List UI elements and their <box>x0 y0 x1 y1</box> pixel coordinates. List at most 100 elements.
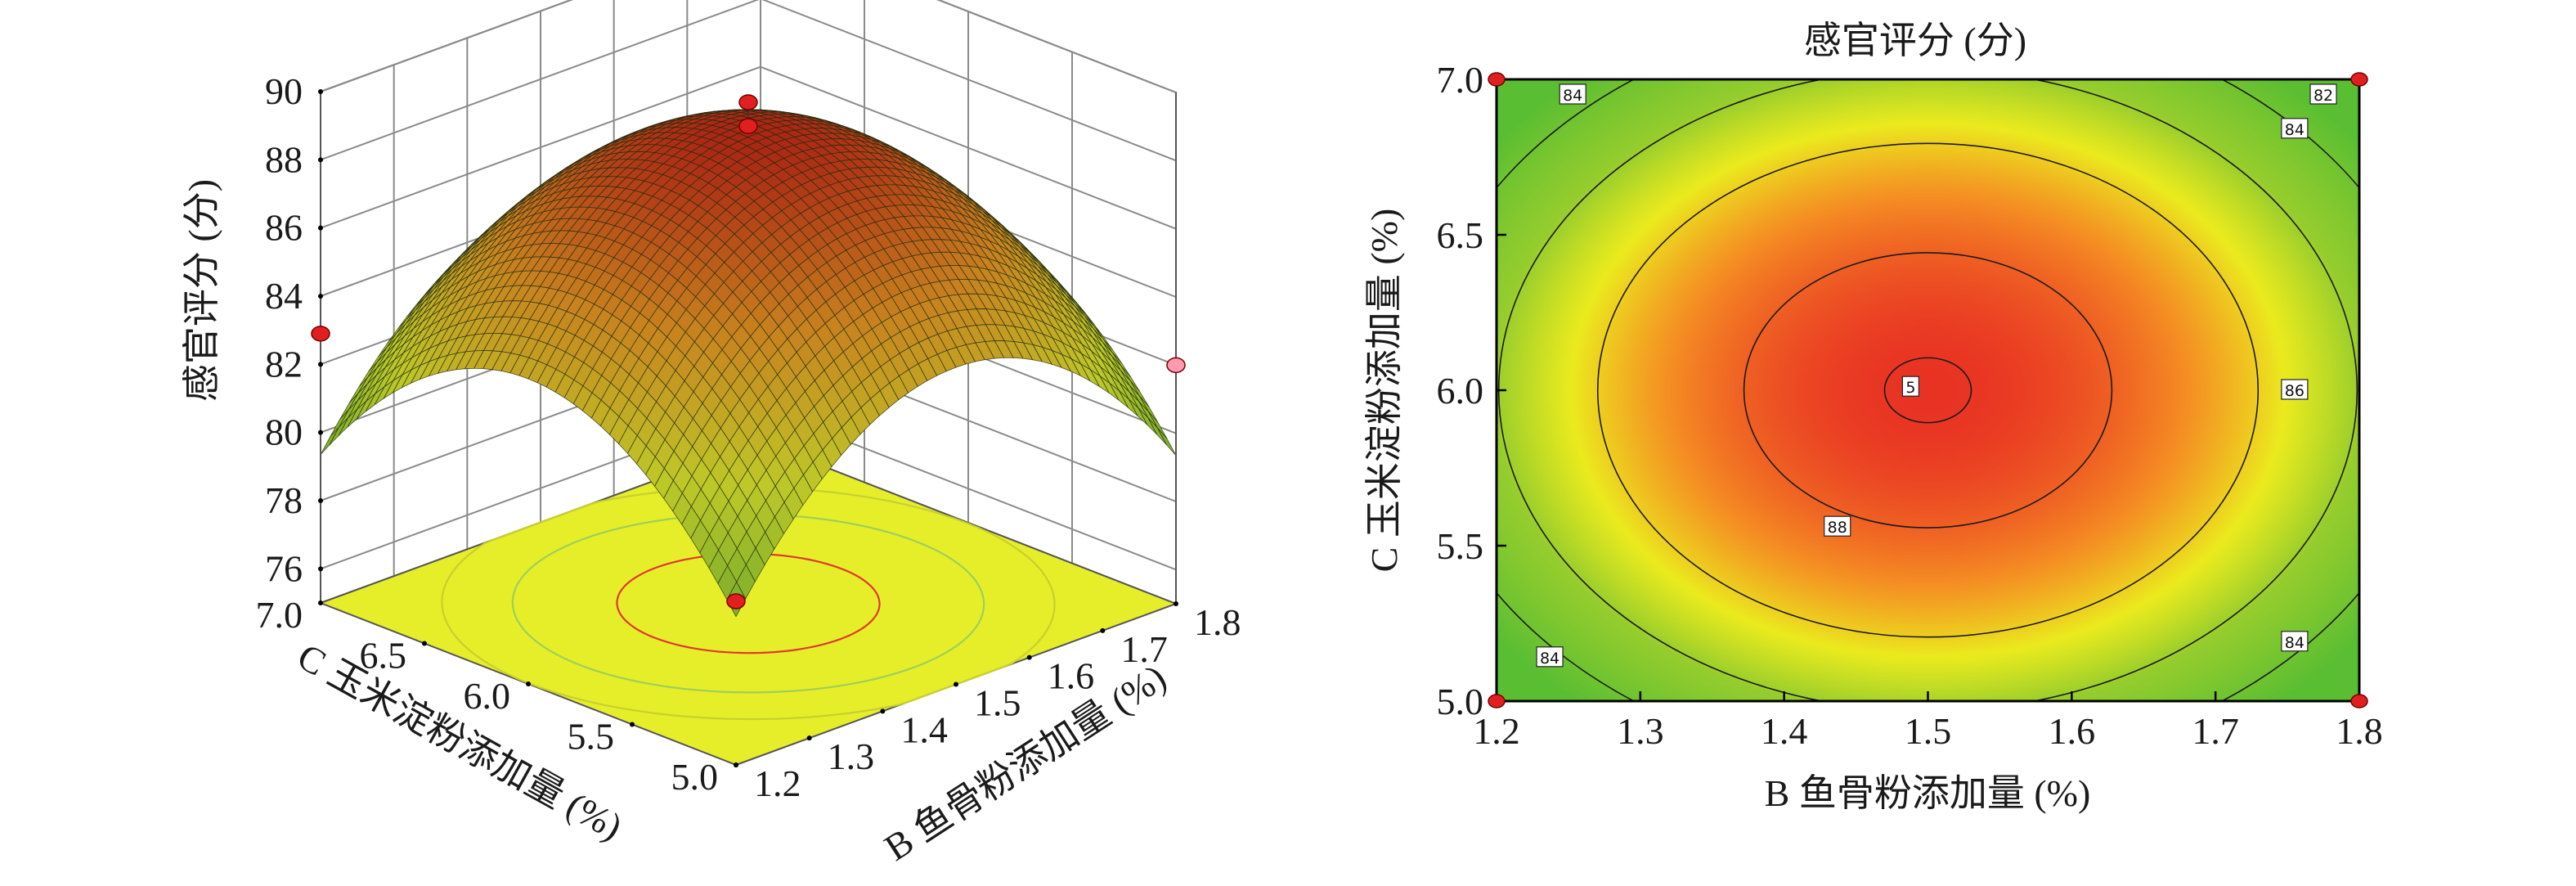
contour-label-box <box>2281 118 2309 139</box>
z-tick-mark <box>318 157 323 163</box>
design-point <box>1166 357 1186 374</box>
design-point <box>726 593 746 609</box>
x-tick-label: 1.5 <box>1905 710 1952 752</box>
contour-label-text: 5 <box>1905 379 1915 397</box>
x-tick-label: 1.4 <box>900 708 948 750</box>
design-point <box>1488 694 1506 708</box>
z-tick-label: 88 <box>265 138 303 180</box>
contour-label-text: 84 <box>1563 87 1582 105</box>
y-tick-label: 6.0 <box>1437 370 1484 412</box>
contour-line <box>1596 142 2260 638</box>
y-tick-label: 5.0 <box>671 756 719 798</box>
z-tick-mark <box>318 89 323 94</box>
y-tick-mark <box>422 641 427 646</box>
y-tick-label: 6.5 <box>1437 214 1484 256</box>
contour-label: 84 <box>1536 646 1564 668</box>
z-tick-label: 82 <box>265 343 303 385</box>
z-tick-mark <box>318 225 323 231</box>
x-tick-mark <box>806 735 812 741</box>
design-point <box>738 118 758 134</box>
contour-label-box <box>2281 379 2309 400</box>
design-points-2d <box>1488 72 2368 708</box>
contour-label: 86 <box>2281 379 2309 400</box>
x-tick-mark <box>1174 601 1178 606</box>
y-tick-mark <box>630 722 635 727</box>
z-tick-mark <box>318 430 323 435</box>
heatmap-fill <box>1497 79 2359 701</box>
x-tick-mark <box>954 681 958 687</box>
design-point <box>2350 694 2368 708</box>
contour-line <box>1743 252 2113 528</box>
x-tick-label: 1.7 <box>2192 710 2239 752</box>
x-tick-mark <box>1026 654 1032 660</box>
z-axis-label: 感官评分 (分) <box>181 179 222 402</box>
axis-ticks-2d: 1.2 1.3 1.4 1.5 1.6 1.7 1.8 5.0 5.5 6.0 6.5 7.0 <box>1437 59 2383 752</box>
x-tick-mark <box>734 762 738 767</box>
z-tick-mark <box>318 566 323 572</box>
y-tick-label: 5.5 <box>1437 525 1484 567</box>
contour-label-box <box>1824 515 1851 537</box>
design-points-3d <box>311 94 1186 609</box>
contour-label-box <box>2281 631 2309 652</box>
z-tick-label: 90 <box>265 70 303 112</box>
z-tick-mark <box>318 498 323 503</box>
contour-label-text: 82 <box>2313 87 2333 105</box>
design-point <box>311 326 330 342</box>
z-tick-label: 78 <box>265 479 303 521</box>
x-tick-label: 1.2 <box>754 762 801 804</box>
contour-label: 5 <box>1901 376 1919 397</box>
x-tick-mark <box>880 708 886 714</box>
design-point <box>2350 72 2368 87</box>
contour-label: 84 <box>1559 83 1586 105</box>
chart-title: 感官评分 (分) <box>1804 20 2026 61</box>
contour-label: 84 <box>2281 631 2309 652</box>
x-tick-label: 1.7 <box>1120 628 1168 670</box>
y-tick-label: 7.0 <box>256 594 303 636</box>
contour-label-text: 84 <box>2285 121 2304 139</box>
contour-label-box <box>1536 646 1564 668</box>
design-point <box>1488 72 1506 87</box>
front-edges <box>320 92 1177 604</box>
x-axis-label: B 鱼骨粉添加量 (%) <box>1765 772 2091 814</box>
x-tick-mark <box>1100 627 1106 633</box>
contour-label-text: 84 <box>2285 634 2304 652</box>
x-tick-label: 1.2 <box>1473 710 1520 752</box>
z-tick-mark <box>318 294 323 299</box>
axis-ticks-3d: 76 78 80 82 84 86 88 90 5.0 5.5 6.0 6.5 7.0 1.2 1.3 1.4… <box>256 70 1241 804</box>
z-tick-mark <box>318 362 323 367</box>
x-tick-label: 1.3 <box>1617 710 1664 752</box>
y-tick-label: 6.5 <box>360 635 407 677</box>
contour-label: 82 <box>2309 83 2337 105</box>
x-tick-label: 1.3 <box>828 735 875 777</box>
surface-3d-chart: 76 78 80 82 84 86 88 90 5.0 5.5 6.0 6.5 7.0 1.2 1.3 1.4… <box>181 0 1241 869</box>
contour-label: 88 <box>1824 515 1851 537</box>
response-surface-mesh <box>320 109 1177 618</box>
y-tick-label: 7.0 <box>1437 59 1484 101</box>
contour-label-box <box>1901 376 1919 397</box>
x-tick-label: 1.8 <box>1194 601 1241 643</box>
contour-chart: 感官评分 (分) 84 84 82 86 88 84 84 5 1.2 1.3 1.4 1.5 1.6… <box>1363 20 2383 814</box>
y-tick-mark <box>526 681 531 686</box>
y-tick-mark <box>318 600 323 605</box>
x-tick-label: 1.5 <box>974 682 1021 724</box>
z-tick-label: 84 <box>265 275 303 317</box>
z-tick-label: 86 <box>265 207 303 249</box>
design-point <box>738 94 758 110</box>
contour-label-text: 88 <box>1828 519 1847 537</box>
contour-line <box>1883 357 1972 424</box>
x-tick-label: 1.8 <box>2336 710 2383 752</box>
contour-label-text: 86 <box>2285 382 2304 400</box>
z-tick-label: 76 <box>265 547 303 589</box>
y-tick-label: 5.5 <box>568 716 615 758</box>
y-tick-label: 6.0 <box>464 675 511 717</box>
contour-label-text: 84 <box>1540 650 1560 668</box>
x-tick-label: 1.6 <box>2049 710 2096 752</box>
x-tick-label: 1.4 <box>1761 710 1808 752</box>
contour-labels: 84 84 82 86 88 84 84 5 <box>1536 83 2337 668</box>
contour-label-box <box>1559 83 1586 105</box>
y-tick-label: 5.0 <box>1437 681 1484 722</box>
z-tick-label: 80 <box>265 412 303 453</box>
x-tick-label: 1.6 <box>1048 655 1095 697</box>
contour-label-box <box>2309 83 2337 105</box>
